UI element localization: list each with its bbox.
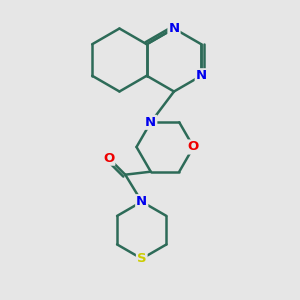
Text: N: N <box>136 195 147 208</box>
Text: O: O <box>188 140 199 154</box>
Text: N: N <box>145 116 156 129</box>
Text: N: N <box>196 69 207 82</box>
Text: O: O <box>103 152 114 165</box>
Text: S: S <box>137 252 147 265</box>
Text: N: N <box>168 22 180 35</box>
